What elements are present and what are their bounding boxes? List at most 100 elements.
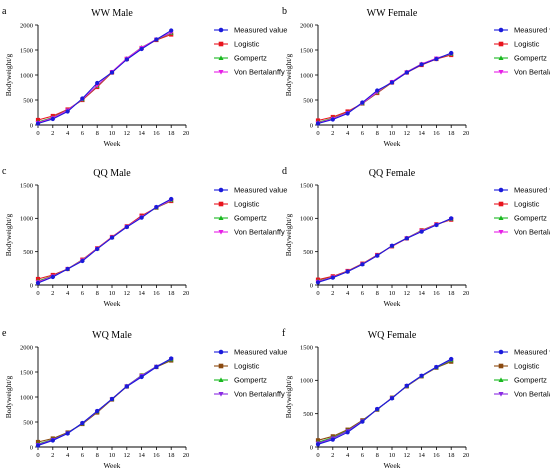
legend-swatch-marker bbox=[498, 201, 504, 207]
data-point-measured-value bbox=[65, 431, 70, 436]
legend-label: Measured value bbox=[514, 348, 550, 357]
panel-letter: f bbox=[282, 328, 286, 339]
x-axis-label: Week bbox=[384, 299, 401, 308]
x-axis-label: Week bbox=[384, 139, 401, 148]
legend-swatch-marker bbox=[498, 55, 504, 60]
legend-label: Measured value bbox=[234, 348, 287, 357]
panel-title: WW Female bbox=[367, 8, 418, 19]
data-point-measured-value bbox=[154, 364, 159, 370]
data-point-measured-value bbox=[50, 438, 55, 443]
x-tick-label: 12 bbox=[404, 452, 411, 459]
y-tick-label: 500 bbox=[23, 249, 33, 256]
data-point-measured-value bbox=[360, 419, 365, 424]
x-tick-label: 16 bbox=[153, 130, 160, 137]
y-tick-label: 500 bbox=[303, 97, 313, 104]
legend-label: Measured value bbox=[514, 186, 550, 195]
legend-label: Gompertz bbox=[234, 376, 267, 385]
panel-title: WW Male bbox=[91, 8, 133, 19]
legend-swatch-marker bbox=[498, 349, 504, 355]
data-point-measured-value bbox=[65, 266, 70, 272]
data-point-measured-value bbox=[434, 364, 439, 370]
series-line-measured-value bbox=[317, 358, 452, 445]
data-point-measured-value bbox=[404, 236, 409, 241]
x-tick-label: 8 bbox=[96, 130, 99, 137]
legend-swatch-marker bbox=[498, 377, 504, 382]
chart-panel-f: f WQ Female 0 2 4 6 8 10 12 14 16 18 20 0 500 1000 1500 W… bbox=[282, 328, 550, 470]
series-line-logistic bbox=[317, 361, 452, 441]
series-line-gompertz bbox=[37, 359, 172, 445]
legend-label: Logistic bbox=[514, 200, 540, 209]
data-point-measured-value bbox=[330, 275, 335, 280]
y-tick-label: 0 bbox=[30, 122, 33, 129]
x-tick-label: 0 bbox=[316, 290, 319, 297]
x-tick-label: 10 bbox=[109, 452, 116, 459]
x-tick-label: 18 bbox=[168, 290, 175, 297]
legend-label: Logistic bbox=[514, 362, 540, 371]
legend: Measured value Logistic Gompertz Von Bertal… bbox=[494, 186, 550, 237]
y-tick-label: 500 bbox=[303, 249, 313, 256]
panel-title: WQ Male bbox=[92, 330, 132, 341]
legend-label: Von Bertalanffy bbox=[234, 68, 285, 77]
data-point-measured-value bbox=[139, 374, 144, 380]
data-point-measured-value bbox=[449, 50, 454, 56]
x-tick-label: 0 bbox=[316, 452, 319, 459]
x-tick-label: 2 bbox=[51, 130, 54, 137]
data-point-measured-value bbox=[375, 88, 380, 93]
series-line-measured-value bbox=[317, 217, 452, 283]
x-tick-label: 20 bbox=[183, 290, 190, 297]
chart-panel-d: d QQ Female 0 2 4 6 8 10 12 14 16 18 20 0 500 1000 1500 W… bbox=[282, 166, 550, 308]
x-tick-label: 6 bbox=[81, 452, 85, 459]
data-point-measured-value bbox=[124, 224, 129, 230]
x-tick-label: 14 bbox=[138, 290, 145, 297]
legend-label: Gompertz bbox=[514, 214, 547, 223]
x-tick-label: 2 bbox=[51, 452, 54, 459]
data-point-measured-value bbox=[360, 262, 365, 267]
legend-swatch-marker bbox=[218, 187, 224, 193]
x-tick-label: 16 bbox=[433, 290, 440, 297]
y-tick-label: 1000 bbox=[300, 216, 313, 223]
data-point-measured-value bbox=[95, 408, 100, 414]
data-point-measured-value bbox=[139, 46, 144, 52]
data-point-measured-value bbox=[139, 215, 144, 220]
data-point-measured-value bbox=[315, 121, 321, 126]
legend-swatch-marker bbox=[498, 215, 504, 220]
legend-swatch-marker bbox=[218, 27, 224, 33]
series-line-gompertz bbox=[317, 359, 452, 443]
legend-swatch-marker bbox=[498, 187, 504, 193]
legend: Measured value Logistic Gompertz Von Bertal… bbox=[214, 348, 287, 399]
x-tick-label: 10 bbox=[389, 290, 396, 297]
x-tick-label: 6 bbox=[81, 290, 85, 297]
legend-swatch-marker bbox=[218, 392, 224, 397]
data-point-measured-value bbox=[345, 111, 350, 116]
data-point-measured-value bbox=[169, 28, 174, 33]
series-line-logistic bbox=[37, 359, 172, 443]
data-point-measured-value bbox=[375, 406, 380, 412]
legend-label: Logistic bbox=[514, 40, 540, 49]
y-tick-label: 1000 bbox=[20, 216, 33, 223]
y-tick-label: 2000 bbox=[20, 22, 33, 29]
x-tick-label: 2 bbox=[51, 290, 54, 297]
legend-label: Von Bertalanffy bbox=[514, 68, 550, 77]
data-point-measured-value bbox=[80, 420, 85, 426]
x-tick-label: 6 bbox=[361, 130, 365, 137]
x-tick-label: 20 bbox=[183, 452, 190, 459]
legend: Measured value Logistic Gompertz Von Bertal… bbox=[214, 26, 287, 77]
y-tick-label: 1500 bbox=[20, 369, 33, 376]
y-tick-label: 1000 bbox=[20, 394, 33, 401]
y-tick-label: 1500 bbox=[20, 182, 33, 189]
series-line-measured-value bbox=[37, 30, 172, 125]
series-line-measured-value bbox=[317, 52, 452, 125]
x-tick-label: 4 bbox=[346, 130, 350, 137]
legend-swatch-marker bbox=[218, 41, 224, 47]
panel-title: QQ Male bbox=[93, 168, 131, 179]
panel-title: QQ Female bbox=[369, 168, 416, 179]
y-axis-label: Bodyweight/g bbox=[284, 54, 293, 97]
legend-label: Measured value bbox=[234, 186, 287, 195]
data-point-measured-value bbox=[375, 253, 380, 258]
x-tick-label: 12 bbox=[404, 130, 411, 137]
series-line-von-bertalanffy bbox=[37, 31, 172, 124]
panel-letter: d bbox=[282, 166, 287, 177]
data-point-measured-value bbox=[154, 204, 159, 210]
x-tick-label: 2 bbox=[331, 130, 334, 137]
data-point-measured-value bbox=[80, 258, 85, 264]
